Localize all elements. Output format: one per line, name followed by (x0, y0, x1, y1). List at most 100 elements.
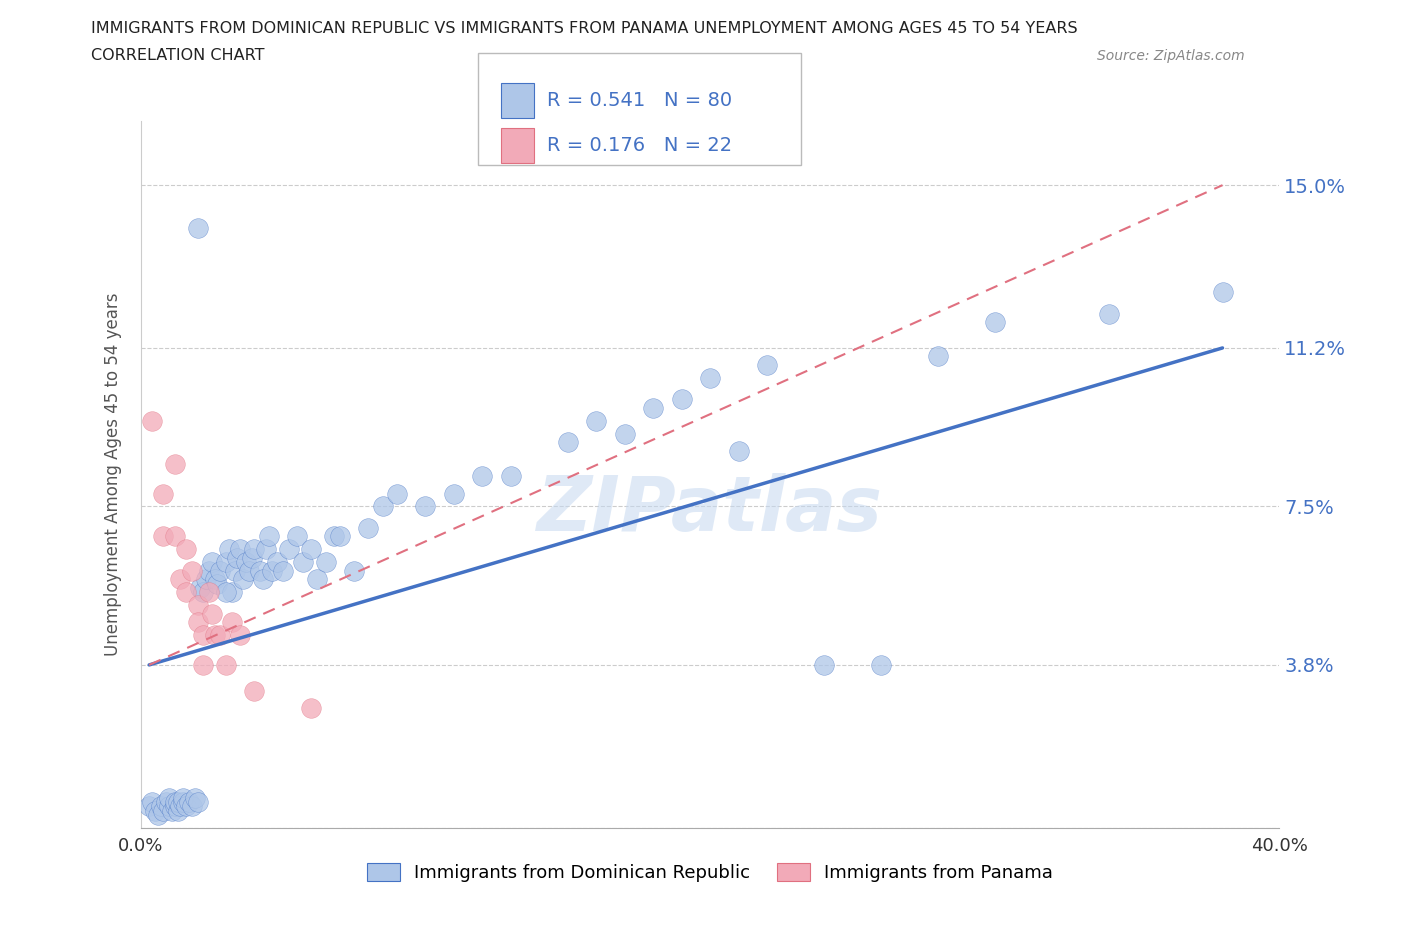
Point (215, 554, 238, 569)
Point (371, 499, 394, 514)
Point (160, 804, 183, 818)
Point (315, 554, 337, 569)
Text: R = 0.541   N = 80: R = 0.541 N = 80 (547, 91, 733, 110)
Point (163, 794, 186, 809)
Point (727, 444, 749, 458)
Point (343, 564, 366, 578)
Point (152, 804, 174, 818)
Point (157, 790, 180, 805)
Point (215, 658, 238, 672)
Point (307, 572, 329, 587)
Point (138, 799, 160, 814)
Point (221, 615, 243, 630)
Point (240, 551, 263, 565)
Point (174, 799, 197, 814)
Point (141, 794, 163, 809)
Point (252, 572, 274, 587)
Point (271, 564, 294, 578)
Point (443, 486, 465, 501)
Point (207, 576, 229, 591)
Point (186, 220, 209, 235)
Point (221, 585, 243, 600)
Point (174, 542, 197, 557)
Point (195, 572, 218, 587)
Text: IMMIGRANTS FROM DOMINICAN REPUBLIC VS IMMIGRANTS FROM PANAMA UNEMPLOYMENT AMONG : IMMIGRANTS FROM DOMINICAN REPUBLIC VS IM… (91, 20, 1078, 35)
Point (1212, 285, 1234, 299)
Point (229, 542, 252, 557)
Point (186, 794, 209, 809)
Point (291, 554, 314, 569)
Point (193, 585, 215, 600)
Point (266, 554, 288, 569)
Point (260, 564, 283, 578)
Point (301, 700, 323, 715)
Point (169, 799, 191, 814)
Point (277, 542, 299, 557)
Text: CORRELATION CHART: CORRELATION CHART (91, 48, 264, 63)
Text: Source: ZipAtlas.com: Source: ZipAtlas.com (1097, 49, 1244, 63)
Legend: Immigrants from Dominican Republic, Immigrants from Panama: Immigrants from Dominican Republic, Immi… (360, 856, 1060, 889)
Text: ZIPatlas: ZIPatlas (537, 472, 883, 547)
Point (323, 529, 346, 544)
Point (301, 542, 323, 557)
Point (415, 499, 437, 514)
Point (224, 564, 246, 578)
Point (146, 807, 169, 822)
Point (254, 542, 277, 557)
Point (204, 572, 226, 587)
Point (643, 401, 665, 416)
Point (229, 628, 252, 643)
Point (984, 314, 1007, 329)
Point (813, 658, 835, 672)
Point (249, 564, 271, 578)
Point (163, 529, 186, 544)
Point (201, 554, 224, 569)
Point (613, 426, 636, 441)
Point (174, 585, 197, 600)
Point (190, 580, 212, 595)
Point (218, 542, 240, 557)
Point (215, 585, 238, 600)
Point (385, 486, 408, 501)
Point (671, 392, 693, 406)
Point (870, 658, 893, 672)
Point (166, 804, 188, 818)
Point (155, 794, 177, 809)
Point (198, 585, 221, 600)
Point (193, 628, 215, 643)
Point (243, 542, 266, 557)
Point (238, 564, 260, 578)
Point (1098, 306, 1121, 321)
Point (193, 658, 215, 672)
Point (163, 456, 186, 471)
Point (149, 799, 172, 814)
Point (699, 370, 721, 385)
Point (285, 529, 308, 544)
Point (141, 413, 163, 428)
Point (163, 799, 186, 814)
Point (186, 597, 209, 612)
Point (152, 529, 174, 544)
Point (180, 564, 202, 578)
Point (204, 628, 226, 643)
Point (172, 790, 194, 805)
Point (201, 606, 224, 621)
Point (235, 554, 257, 569)
Point (180, 799, 202, 814)
Point (177, 794, 200, 809)
Point (585, 413, 607, 428)
Text: R = 0.176   N = 22: R = 0.176 N = 22 (547, 136, 733, 155)
Point (172, 794, 194, 809)
Point (166, 794, 188, 809)
Point (499, 469, 522, 484)
Point (243, 684, 266, 698)
Point (232, 572, 254, 587)
Point (198, 564, 221, 578)
Point (157, 799, 180, 814)
Point (557, 434, 579, 449)
Point (471, 469, 494, 484)
Point (756, 358, 779, 373)
Point (143, 804, 166, 818)
Point (357, 521, 380, 536)
Point (186, 615, 209, 630)
